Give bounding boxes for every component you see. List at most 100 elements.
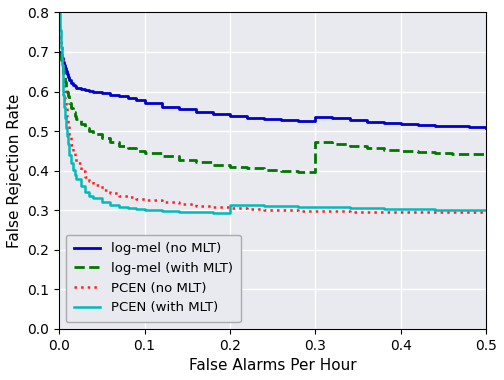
log-mel (no MLT): [70, 83, 76, 87]
X-axis label: False Alarms Per Hour: False Alarms Per Hour: [189, 358, 356, 373]
log-mel (with MLT): [449, 151, 455, 156]
PCEN (no MLT): [346, 209, 352, 214]
log-mel (no MLT): [73, 85, 79, 90]
PCEN (no MLT): [432, 210, 438, 214]
log-mel (no MLT): [346, 118, 352, 122]
log-mel (no MLT): [261, 117, 267, 121]
PCEN (no MLT): [295, 208, 301, 213]
log-mel (with MLT): [210, 162, 216, 167]
PCEN (no MLT): [159, 200, 165, 204]
log-mel (no MLT): [210, 112, 216, 116]
log-mel (with MLT): [176, 157, 182, 162]
PCEN (no MLT): [483, 210, 489, 214]
PCEN (with MLT): [466, 208, 472, 212]
PCEN (no MLT): [124, 195, 131, 200]
PCEN (no MLT): [99, 187, 105, 192]
PCEN (no MLT): [176, 202, 182, 206]
log-mel (with MLT): [56, 52, 62, 56]
log-mel (no MLT): [72, 84, 78, 89]
PCEN (no MLT): [330, 209, 336, 214]
log-mel (no MLT): [60, 60, 67, 64]
PCEN (with MLT): [68, 161, 74, 166]
PCEN (with MLT): [398, 207, 404, 211]
log-mel (with MLT): [90, 131, 96, 136]
log-mel (with MLT): [159, 154, 165, 159]
log-mel (no MLT): [116, 94, 122, 98]
PCEN (no MLT): [261, 207, 267, 212]
PCEN (no MLT): [68, 143, 74, 147]
PCEN (with MLT): [363, 206, 369, 211]
PCEN (with MLT): [59, 62, 65, 67]
log-mel (with MLT): [244, 166, 250, 171]
log-mel (no MLT): [295, 119, 301, 124]
PCEN (no MLT): [70, 150, 76, 154]
log-mel (with MLT): [381, 147, 387, 152]
log-mel (no MLT): [432, 123, 438, 128]
log-mel (with MLT): [63, 84, 69, 89]
PCEN (no MLT): [398, 210, 404, 214]
PCEN (with MLT): [483, 208, 489, 212]
PCEN (with MLT): [90, 196, 96, 201]
PCEN (with MLT): [124, 206, 131, 211]
log-mel (no MLT): [133, 98, 139, 103]
log-mel (with MLT): [330, 142, 336, 146]
Line: PCEN (with MLT): PCEN (with MLT): [59, 13, 486, 212]
PCEN (with MLT): [432, 207, 438, 212]
PCEN (no MLT): [244, 207, 250, 211]
log-mel (no MLT): [82, 88, 88, 92]
PCEN (no MLT): [133, 197, 139, 201]
PCEN (with MLT): [210, 210, 216, 215]
PCEN (with MLT): [82, 190, 88, 194]
PCEN (no MLT): [56, 28, 62, 33]
PCEN (no MLT): [60, 75, 67, 80]
log-mel (no MLT): [61, 62, 68, 67]
log-mel (no MLT): [363, 119, 369, 124]
PCEN (with MLT): [57, 28, 63, 33]
Line: PCEN (no MLT): PCEN (no MLT): [59, 30, 486, 212]
PCEN (with MLT): [278, 204, 284, 209]
log-mel (with MLT): [65, 94, 71, 98]
log-mel (no MLT): [90, 89, 96, 94]
PCEN (no MLT): [67, 134, 73, 138]
log-mel (no MLT): [312, 114, 319, 119]
PCEN (with MLT): [415, 207, 421, 212]
PCEN (with MLT): [330, 205, 336, 210]
PCEN (with MLT): [61, 105, 68, 109]
log-mel (no MLT): [59, 58, 66, 62]
log-mel (with MLT): [193, 160, 199, 165]
log-mel (with MLT): [133, 149, 139, 153]
log-mel (with MLT): [57, 54, 63, 59]
PCEN (with MLT): [58, 46, 64, 50]
PCEN (with MLT): [449, 208, 455, 212]
log-mel (no MLT): [415, 122, 421, 127]
log-mel (no MLT): [193, 109, 199, 114]
PCEN (no MLT): [64, 115, 70, 119]
PCEN (no MLT): [65, 123, 71, 127]
log-mel (with MLT): [99, 136, 105, 141]
log-mel (with MLT): [124, 146, 131, 151]
log-mel (no MLT): [124, 96, 131, 101]
PCEN (no MLT): [61, 86, 68, 91]
PCEN (with MLT): [244, 203, 250, 208]
log-mel (no MLT): [330, 116, 336, 121]
PCEN (with MLT): [86, 193, 92, 198]
PCEN (with MLT): [78, 184, 84, 189]
PCEN (no MLT): [57, 36, 63, 40]
log-mel (with MLT): [64, 89, 70, 94]
PCEN (no MLT): [78, 168, 84, 173]
PCEN (no MLT): [107, 191, 113, 195]
PCEN (with MLT): [116, 205, 122, 209]
log-mel (no MLT): [68, 81, 74, 86]
PCEN (no MLT): [72, 156, 78, 160]
log-mel (with MLT): [142, 150, 148, 155]
PCEN (no MLT): [466, 210, 472, 214]
PCEN (no MLT): [278, 208, 284, 212]
log-mel (no MLT): [63, 69, 69, 73]
PCEN (with MLT): [63, 126, 69, 130]
PCEN (no MLT): [142, 198, 148, 203]
log-mel (with MLT): [466, 152, 472, 156]
log-mel (no MLT): [99, 90, 105, 95]
PCEN (with MLT): [312, 205, 319, 209]
PCEN (no MLT): [59, 65, 66, 69]
PCEN (no MLT): [82, 174, 88, 179]
